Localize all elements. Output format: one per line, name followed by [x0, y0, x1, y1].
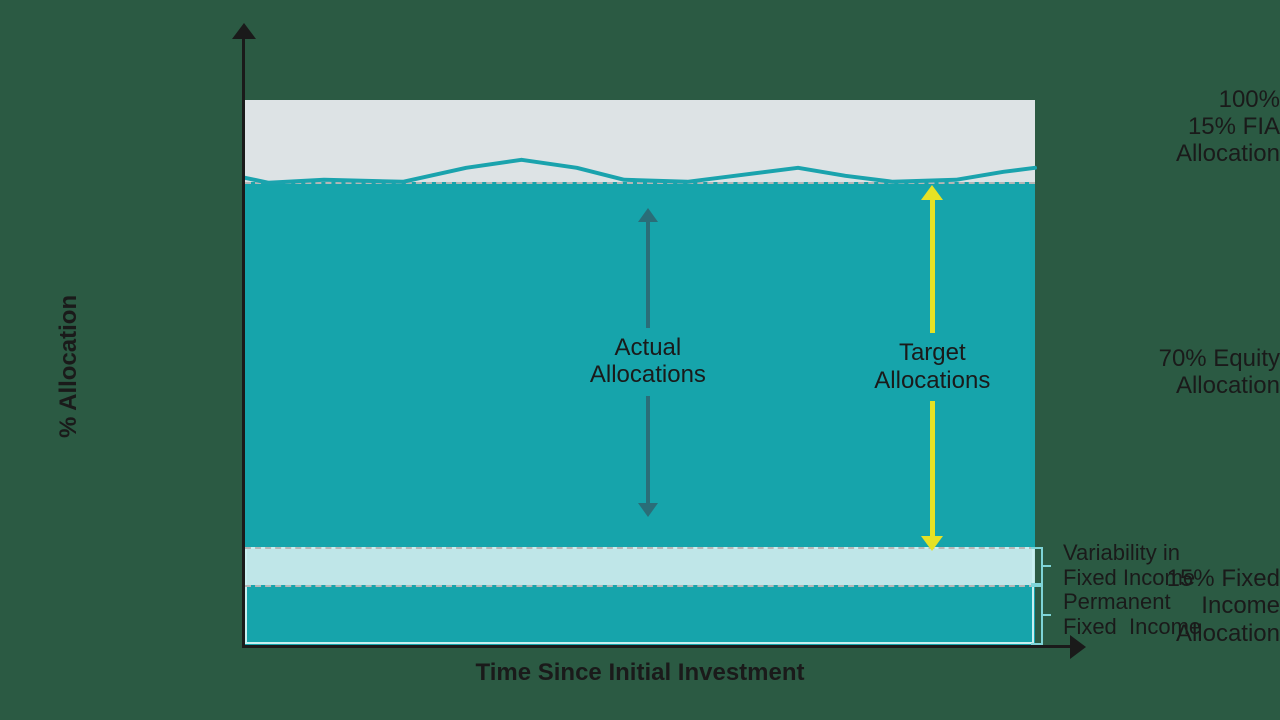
y-label-equity: 70% Equity Allocation: [1053, 345, 1280, 400]
x-axis: [242, 645, 1070, 648]
actual-label: Actual Allocations: [558, 334, 738, 389]
actual-arrow-bot: [646, 396, 650, 504]
target-arrow-top-head: [921, 185, 943, 200]
target-arrow-bot: [930, 401, 935, 536]
actual-arrow-top-head: [638, 208, 658, 222]
y-axis-arrow: [232, 23, 256, 39]
target-label: Target Allocations: [842, 339, 1022, 394]
label-permanent-fixed: Permanent Fixed Income: [1063, 589, 1201, 640]
bracket-variable-m: [1041, 565, 1051, 567]
target-arrow-bot-head: [921, 536, 943, 551]
actual-arrow-bot-head: [638, 503, 658, 517]
x-axis-title: Time Since Initial Investment: [245, 659, 1035, 687]
actual-arrow-top: [646, 220, 650, 328]
y-label-fia: 15% FIA Allocation: [1053, 113, 1280, 168]
bracket-permanent-m: [1041, 614, 1051, 616]
target-arrow-top: [930, 198, 935, 333]
label-variable-fixed: Variability in Fixed Income: [1063, 540, 1195, 591]
y-label-top100: 100%: [1053, 86, 1280, 114]
y-axis: [242, 35, 245, 645]
bracket-permanent-b: [1031, 643, 1041, 645]
y-axis-title: % Allocation: [55, 295, 83, 438]
bracket-variable-t: [1031, 547, 1041, 549]
allocation-chart: 100%15% FIA Allocation 70% Equity Allocat…: [0, 0, 1280, 720]
bracket-permanent-t: [1031, 585, 1041, 587]
